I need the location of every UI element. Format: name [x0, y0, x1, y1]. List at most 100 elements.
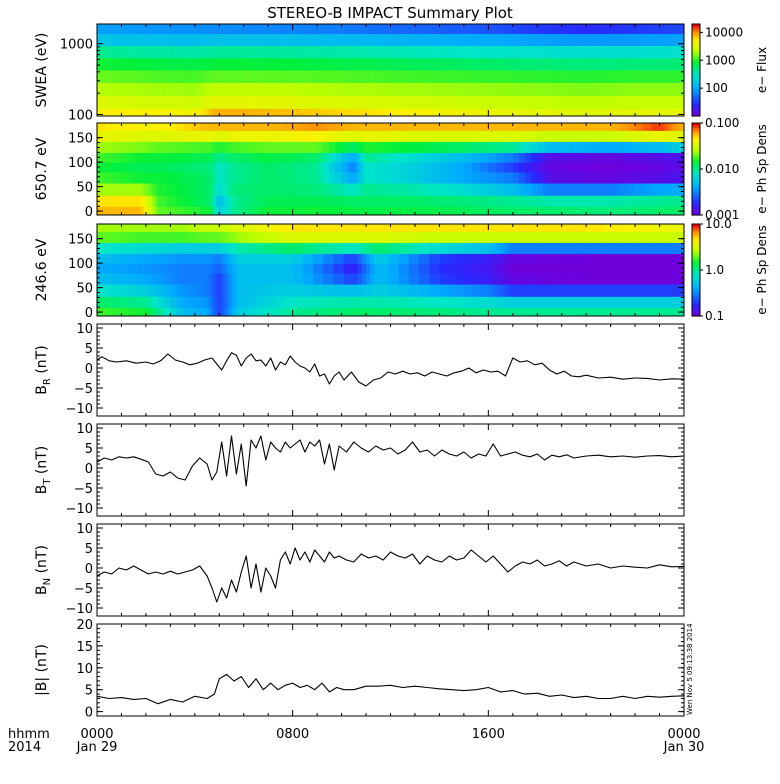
heatmap-cell: [504, 108, 514, 116]
heatmap-cell: [229, 130, 233, 142]
heatmap-cell: [97, 24, 106, 35]
heatmap-cell: [325, 95, 335, 109]
heatmap-cell: [618, 263, 636, 274]
heatmap-cell: [194, 263, 200, 274]
heatmap-cell: [308, 152, 318, 163]
colorbar-swatch: [692, 240, 700, 243]
heatmap-cell: [520, 82, 530, 97]
heatmap-cell: [265, 283, 276, 297]
heatmap-cell: [398, 182, 408, 196]
heatmap-cell: [480, 272, 489, 285]
heatmap-cell: [569, 182, 581, 196]
heatmap-cell: [447, 33, 457, 46]
heatmap-cell: [284, 123, 294, 131]
heatmap-cell: [211, 33, 215, 46]
heatmap-cell: [219, 195, 223, 207]
heatmap-cell: [537, 130, 544, 142]
heatmap-cell: [463, 283, 473, 297]
heatmap-cell: [194, 82, 199, 97]
y-tick-label: 0: [85, 205, 93, 220]
heatmap-cell: [512, 69, 522, 83]
heatmap-cell: [121, 57, 131, 71]
heatmap-cell: [439, 123, 449, 131]
heatmap-cell: [219, 253, 224, 264]
heatmap-cell: [276, 141, 286, 153]
heatmap-cell: [423, 123, 432, 131]
colorbar-swatch: [692, 283, 700, 287]
heatmap-cell: [580, 206, 591, 215]
heatmap-cell: [580, 152, 591, 163]
heatmap-cell: [215, 224, 218, 232]
heatmap-cell: [158, 206, 168, 215]
heatmap-cell: [292, 24, 302, 35]
heatmap-cell: [569, 95, 579, 109]
heatmap-cell: [439, 141, 449, 153]
heatmap-cell: [635, 141, 644, 153]
heatmap-cell: [580, 162, 591, 173]
heatmap-cell: [121, 253, 131, 264]
colorbar-swatch: [692, 212, 700, 216]
heatmap-cell: [610, 95, 620, 109]
heatmap-cell: [333, 69, 343, 83]
heatmap-cell: [190, 283, 196, 297]
heatmap-cell: [211, 231, 214, 243]
heatmap-cell: [256, 242, 267, 254]
heatmap-cell: [149, 182, 154, 196]
heatmap-cell: [675, 152, 681, 163]
heatmap-cell: [439, 130, 449, 142]
colorbar-swatch: [692, 24, 700, 27]
colorbar-swatch: [692, 104, 700, 108]
colorbar-swatch: [692, 143, 700, 147]
heatmap-cell: [355, 162, 359, 173]
heatmap-cell: [659, 182, 665, 196]
colorbar-swatch: [692, 83, 700, 87]
heatmap-cell: [164, 307, 171, 316]
heatmap-cell: [488, 263, 494, 274]
heatmap-cell: [178, 95, 188, 109]
heatmap-cell: [355, 171, 359, 184]
heatmap-cell: [543, 206, 551, 215]
heatmap-cell: [537, 253, 551, 264]
heatmap-cell: [618, 162, 628, 173]
heatmap-cell: [97, 195, 105, 207]
heatmap-cell: [455, 171, 465, 184]
heatmap-cell: [366, 182, 375, 196]
heatmap-cell: [335, 162, 343, 173]
heatmap-cell: [419, 263, 430, 274]
heatmap-cell: [300, 171, 310, 184]
heatmap-cell: [423, 33, 432, 46]
colorbar-swatch: [692, 129, 700, 133]
heatmap-cell: [284, 195, 294, 207]
colorbar-swatch: [692, 178, 700, 182]
colorbar-swatch: [692, 99, 700, 103]
heatmap-cell: [111, 141, 120, 153]
heatmap-cell: [488, 82, 498, 97]
heatmap-cell: [111, 195, 120, 207]
heatmap-cell: [209, 242, 212, 254]
heatmap-cell: [635, 182, 644, 196]
heatmap-cell: [121, 307, 131, 316]
heatmap-cell: [216, 123, 219, 131]
y-tick-label: 0: [85, 562, 93, 577]
heatmap-cell: [429, 224, 441, 232]
colorbar-swatch: [692, 58, 700, 62]
heatmap-cell: [626, 141, 636, 153]
heatmap-cell: [496, 130, 506, 142]
heatmap-cell: [217, 152, 220, 163]
heatmap-cell: [229, 231, 233, 243]
heatmap-cell: [276, 182, 286, 196]
heatmap-cell: [222, 242, 227, 254]
heatmap-cell: [573, 253, 587, 264]
colorbar-swatch: [692, 76, 700, 80]
heatmap-cell: [361, 231, 367, 243]
heatmap-cell: [675, 33, 684, 46]
heatmap-cell: [137, 253, 147, 264]
heatmap-cell: [335, 182, 343, 196]
heatmap-cell: [216, 152, 219, 163]
heatmap-cell: [439, 82, 449, 97]
heatmap-cell: [341, 108, 351, 116]
heatmap-cell: [256, 182, 264, 196]
heatmap-cell: [549, 195, 561, 207]
heatmap-cell: [353, 206, 357, 215]
heatmap-cell: [347, 162, 355, 173]
